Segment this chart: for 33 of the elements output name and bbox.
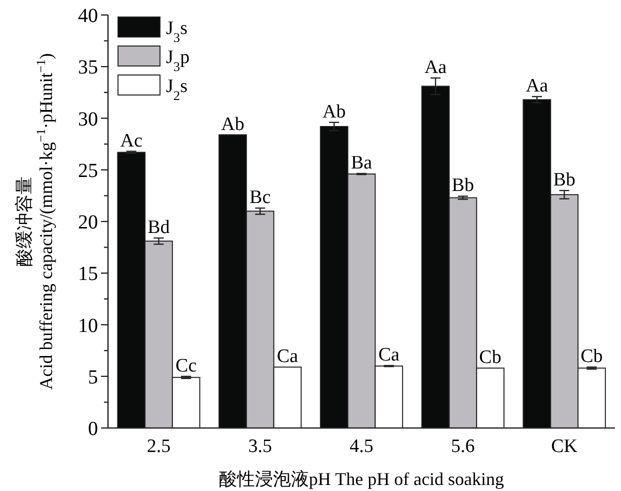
- data-label: Bb: [553, 170, 576, 191]
- data-label: Bd: [148, 217, 170, 238]
- data-label: Ca: [276, 346, 299, 368]
- data-label: Ab: [221, 114, 244, 135]
- y-tick-label: 5: [88, 366, 98, 388]
- y-tick-label: 40: [78, 5, 98, 27]
- x-tick-label: 4.5: [350, 436, 374, 457]
- data-label: Bc: [250, 187, 271, 208]
- y-tick-label: 10: [78, 314, 98, 337]
- x-tick-label: CK: [551, 436, 578, 457]
- legend-label: J$_{3}$p: [166, 47, 190, 74]
- y-tick-label: 0: [88, 418, 98, 440]
- data-label: Cb: [479, 347, 502, 368]
- y-tick-label: 35: [78, 56, 98, 79]
- x-tick-label: 2.5: [146, 436, 171, 457]
- y-tick-label: 15: [78, 263, 98, 286]
- legend-label: J$_{2}$s: [166, 76, 188, 102]
- data-label: Aa: [526, 76, 549, 97]
- data-label: Bb: [452, 175, 474, 196]
- data-label: Aa: [424, 56, 448, 78]
- x-tick-label: 5.6: [451, 436, 475, 457]
- data-label: Ca: [378, 344, 400, 366]
- data-label: Ac: [120, 130, 142, 152]
- data-label: Cc: [176, 355, 197, 376]
- y-tick-label: 30: [78, 108, 98, 130]
- y-tick-label: 25: [78, 160, 98, 182]
- x-axis-title: 酸性浸泡液pH The pH of acid soaking: [218, 469, 504, 489]
- data-label: Ab: [322, 101, 346, 122]
- data-label: Ba: [350, 152, 373, 174]
- legend-label: J$_{3}$s: [166, 18, 188, 44]
- data-label: Cb: [580, 346, 603, 368]
- y-tick-label: 20: [78, 212, 98, 234]
- x-tick-label: 3.5: [248, 436, 272, 457]
